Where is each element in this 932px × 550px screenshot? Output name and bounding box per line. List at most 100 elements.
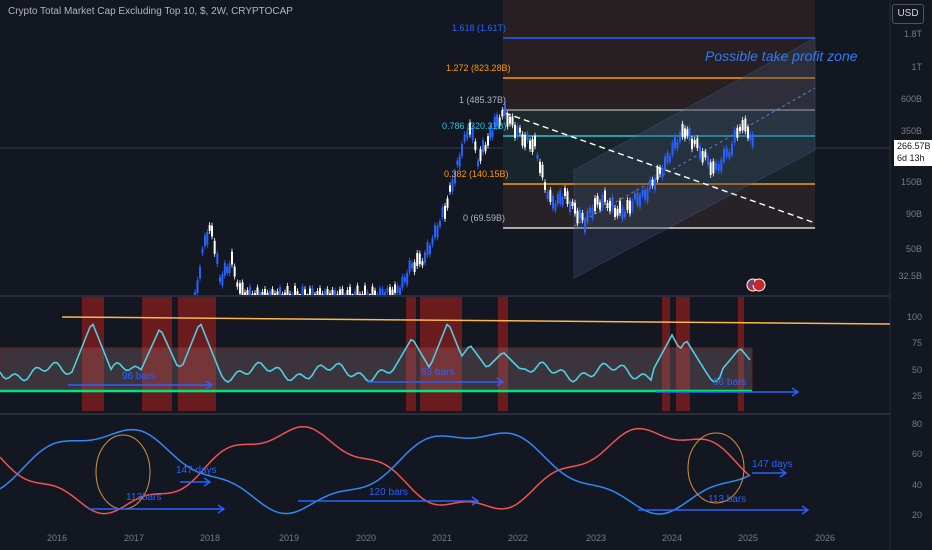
candle-body	[564, 188, 566, 196]
candle-body	[536, 154, 539, 160]
candle-body	[216, 253, 219, 265]
candle-body	[534, 135, 536, 147]
candle-body	[699, 145, 701, 159]
candle-body	[544, 182, 546, 190]
candle-body	[386, 288, 389, 293]
candle-body	[574, 202, 576, 214]
candle-body	[269, 291, 271, 296]
candle-body	[339, 289, 341, 296]
price-axis-label: 90B	[905, 209, 922, 219]
candle-body	[356, 285, 359, 296]
candle-body	[498, 117, 501, 126]
candle-body	[639, 194, 641, 207]
candle-body	[239, 283, 241, 294]
candle-body	[646, 188, 649, 202]
osc-days-label: 147 days	[176, 465, 217, 476]
osc-days-label: 147 days	[752, 459, 793, 470]
candle-body	[506, 114, 509, 127]
candle-body	[707, 156, 709, 165]
time-axis-label: 2024	[662, 533, 683, 543]
candle-body	[431, 237, 434, 245]
candle-body	[396, 285, 399, 294]
fib-label-1: 1 (485.37B)	[459, 95, 507, 105]
candle-body	[421, 261, 424, 266]
candle-body	[739, 126, 741, 131]
candle-body	[219, 277, 221, 282]
candle-body	[381, 289, 384, 296]
candle-body	[616, 208, 619, 216]
candle-body	[289, 293, 291, 296]
candle-body	[334, 290, 336, 296]
candle-body	[276, 291, 279, 296]
candle-body	[319, 288, 321, 296]
rsi-bars-label: 96 bars	[713, 377, 747, 388]
candle-body	[264, 289, 266, 296]
candle-body	[204, 235, 206, 247]
candle-body	[524, 134, 526, 148]
candle-body	[384, 292, 386, 296]
candle-body	[606, 202, 609, 208]
candle-body	[346, 290, 349, 296]
candle-body	[626, 200, 629, 211]
candle-body	[344, 294, 346, 295]
candle-body	[651, 179, 654, 186]
candle-body	[321, 293, 324, 296]
candle-body	[408, 260, 411, 273]
candle-body	[679, 132, 681, 142]
candle-body	[294, 285, 296, 296]
candle-body	[559, 190, 562, 204]
candle-body	[674, 135, 676, 149]
candle-body	[463, 134, 466, 142]
osc-bars-label: 113bars	[126, 492, 162, 503]
candle-body	[636, 193, 639, 206]
candle-body	[521, 134, 524, 146]
candle-body	[621, 207, 624, 220]
currency-button[interactable]: USD	[892, 4, 924, 24]
osc-bars-label: 113 bars	[708, 494, 747, 505]
candle-body	[725, 147, 728, 157]
candle-body	[479, 149, 482, 162]
take-profit-label: Possible take profit zone	[705, 48, 858, 64]
candle-body	[741, 120, 744, 131]
candle-body	[482, 140, 484, 153]
candle-body	[531, 139, 534, 153]
candle-body	[519, 127, 521, 133]
time-axis-label: 2020	[356, 533, 377, 543]
candle-body	[514, 124, 516, 138]
candle-body	[304, 289, 306, 296]
candle-body	[601, 195, 604, 208]
candle-body	[579, 210, 581, 219]
candle-body	[516, 126, 519, 137]
candle-body	[504, 104, 506, 116]
price-axis-label: 350B	[900, 126, 922, 136]
candle-body	[444, 205, 446, 219]
candle-body	[469, 122, 471, 135]
osc-axis-label: 60	[911, 449, 922, 459]
candle-body	[449, 185, 451, 192]
flag-icon[interactable]	[746, 278, 766, 292]
candle-body	[359, 294, 361, 296]
candle-body	[254, 293, 256, 296]
candle-body	[213, 240, 216, 254]
candle-body	[244, 292, 246, 296]
price-axis-label: 1T	[911, 62, 922, 72]
candle-body	[206, 232, 209, 245]
candle-body	[487, 136, 489, 146]
candle-body	[576, 210, 579, 224]
chart-title: Crypto Total Market Cap Excluding Top 10…	[8, 6, 293, 17]
osc-axis-label: 80	[911, 419, 922, 429]
candle-body	[354, 291, 356, 296]
time-axis-label: 2019	[279, 533, 300, 543]
candle-body	[493, 116, 496, 128]
time-axis-label: 2025	[738, 533, 759, 543]
candle-body	[379, 288, 381, 296]
candle-body	[259, 292, 261, 296]
candle-body	[211, 225, 213, 237]
rsi-axis-label: 25	[911, 391, 922, 401]
candle-body	[311, 288, 314, 296]
candle-body	[361, 293, 364, 296]
price-axis-label: 150B	[900, 177, 922, 187]
candle-body	[461, 143, 463, 157]
candle-body	[256, 287, 259, 296]
